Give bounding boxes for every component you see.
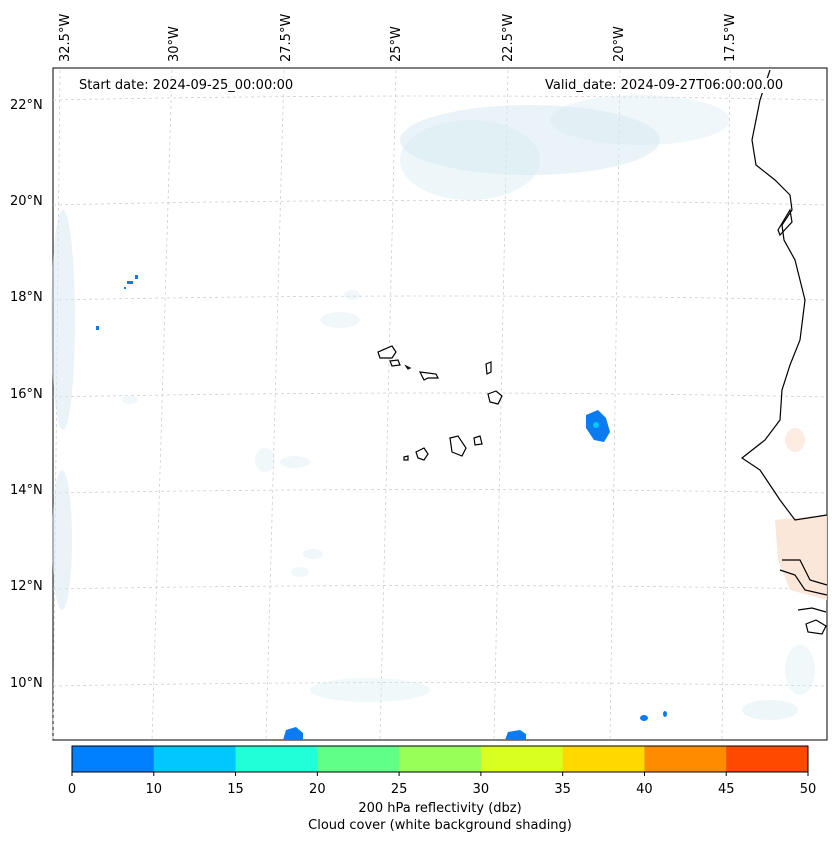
colorbar-tick-label: 0 bbox=[67, 782, 77, 797]
colorbar-tick-label: 25 bbox=[390, 782, 408, 797]
colorbar-tick-label: 40 bbox=[636, 782, 653, 797]
lon-label-30w: 30°W bbox=[167, 26, 182, 62]
colorbar-tick-label: 30 bbox=[472, 782, 490, 797]
lat-label-14n: 14°N bbox=[10, 483, 43, 498]
colorbar-label-reflectivity: 200 hPa reflectivity (dbz) bbox=[358, 801, 522, 816]
lat-label-16n: 16°N bbox=[10, 387, 43, 402]
lon-label-22-5w: 22.5°W bbox=[501, 13, 516, 62]
colorbar-tick-label: 45 bbox=[717, 782, 735, 797]
colorbar-segment bbox=[399, 746, 482, 772]
colorbar-segment bbox=[235, 746, 318, 772]
lon-label-32-5w: 32.5°W bbox=[58, 13, 73, 62]
lat-label-22n: 22°N bbox=[10, 98, 43, 113]
lon-label-20w: 20°W bbox=[612, 26, 627, 62]
gridlines bbox=[52, 69, 828, 741]
valid-date-annotation: Valid_date: 2024-09-27T06:00:00.00 bbox=[543, 78, 786, 93]
colorbar-segment bbox=[644, 746, 727, 772]
colorbar bbox=[71, 745, 809, 776]
land-warm-shading bbox=[775, 428, 827, 600]
colorbar-segment bbox=[726, 746, 809, 772]
lon-label-25w: 25°W bbox=[389, 26, 404, 62]
lat-label-10n: 10°N bbox=[10, 676, 43, 691]
colorbar-border bbox=[71, 745, 809, 773]
colorbar-tick-label: 50 bbox=[799, 782, 817, 797]
colorbar-tick-label: 35 bbox=[554, 782, 571, 797]
cloud-shading bbox=[51, 95, 815, 720]
lon-label-27-5w: 27.5°W bbox=[279, 13, 294, 62]
colorbar-segment bbox=[153, 746, 237, 772]
coastline bbox=[740, 69, 828, 635]
lon-label-17-5w: 17.5°W bbox=[723, 13, 738, 62]
lat-label-20n: 20°N bbox=[10, 194, 43, 209]
colorbar-tick-label: 15 bbox=[227, 782, 244, 797]
map-frame bbox=[52, 67, 828, 741]
colorbar-segment bbox=[562, 746, 645, 772]
colorbar-segment bbox=[480, 746, 564, 772]
colorbar-segment bbox=[72, 746, 155, 772]
colorbar-label-cloud: Cloud cover (white background shading) bbox=[308, 818, 572, 833]
colorbar-tick-label: 10 bbox=[145, 782, 163, 797]
lat-label-18n: 18°N bbox=[10, 290, 43, 305]
cape-verde-islands bbox=[377, 345, 503, 461]
lat-label-12n: 12°N bbox=[10, 579, 43, 594]
reflectivity-cells bbox=[96, 275, 667, 740]
colorbar-tick-label: 20 bbox=[309, 782, 326, 797]
colorbar-segment bbox=[317, 746, 400, 772]
start-date-annotation: Start date: 2024-09-25_00:00:00 bbox=[77, 78, 296, 93]
